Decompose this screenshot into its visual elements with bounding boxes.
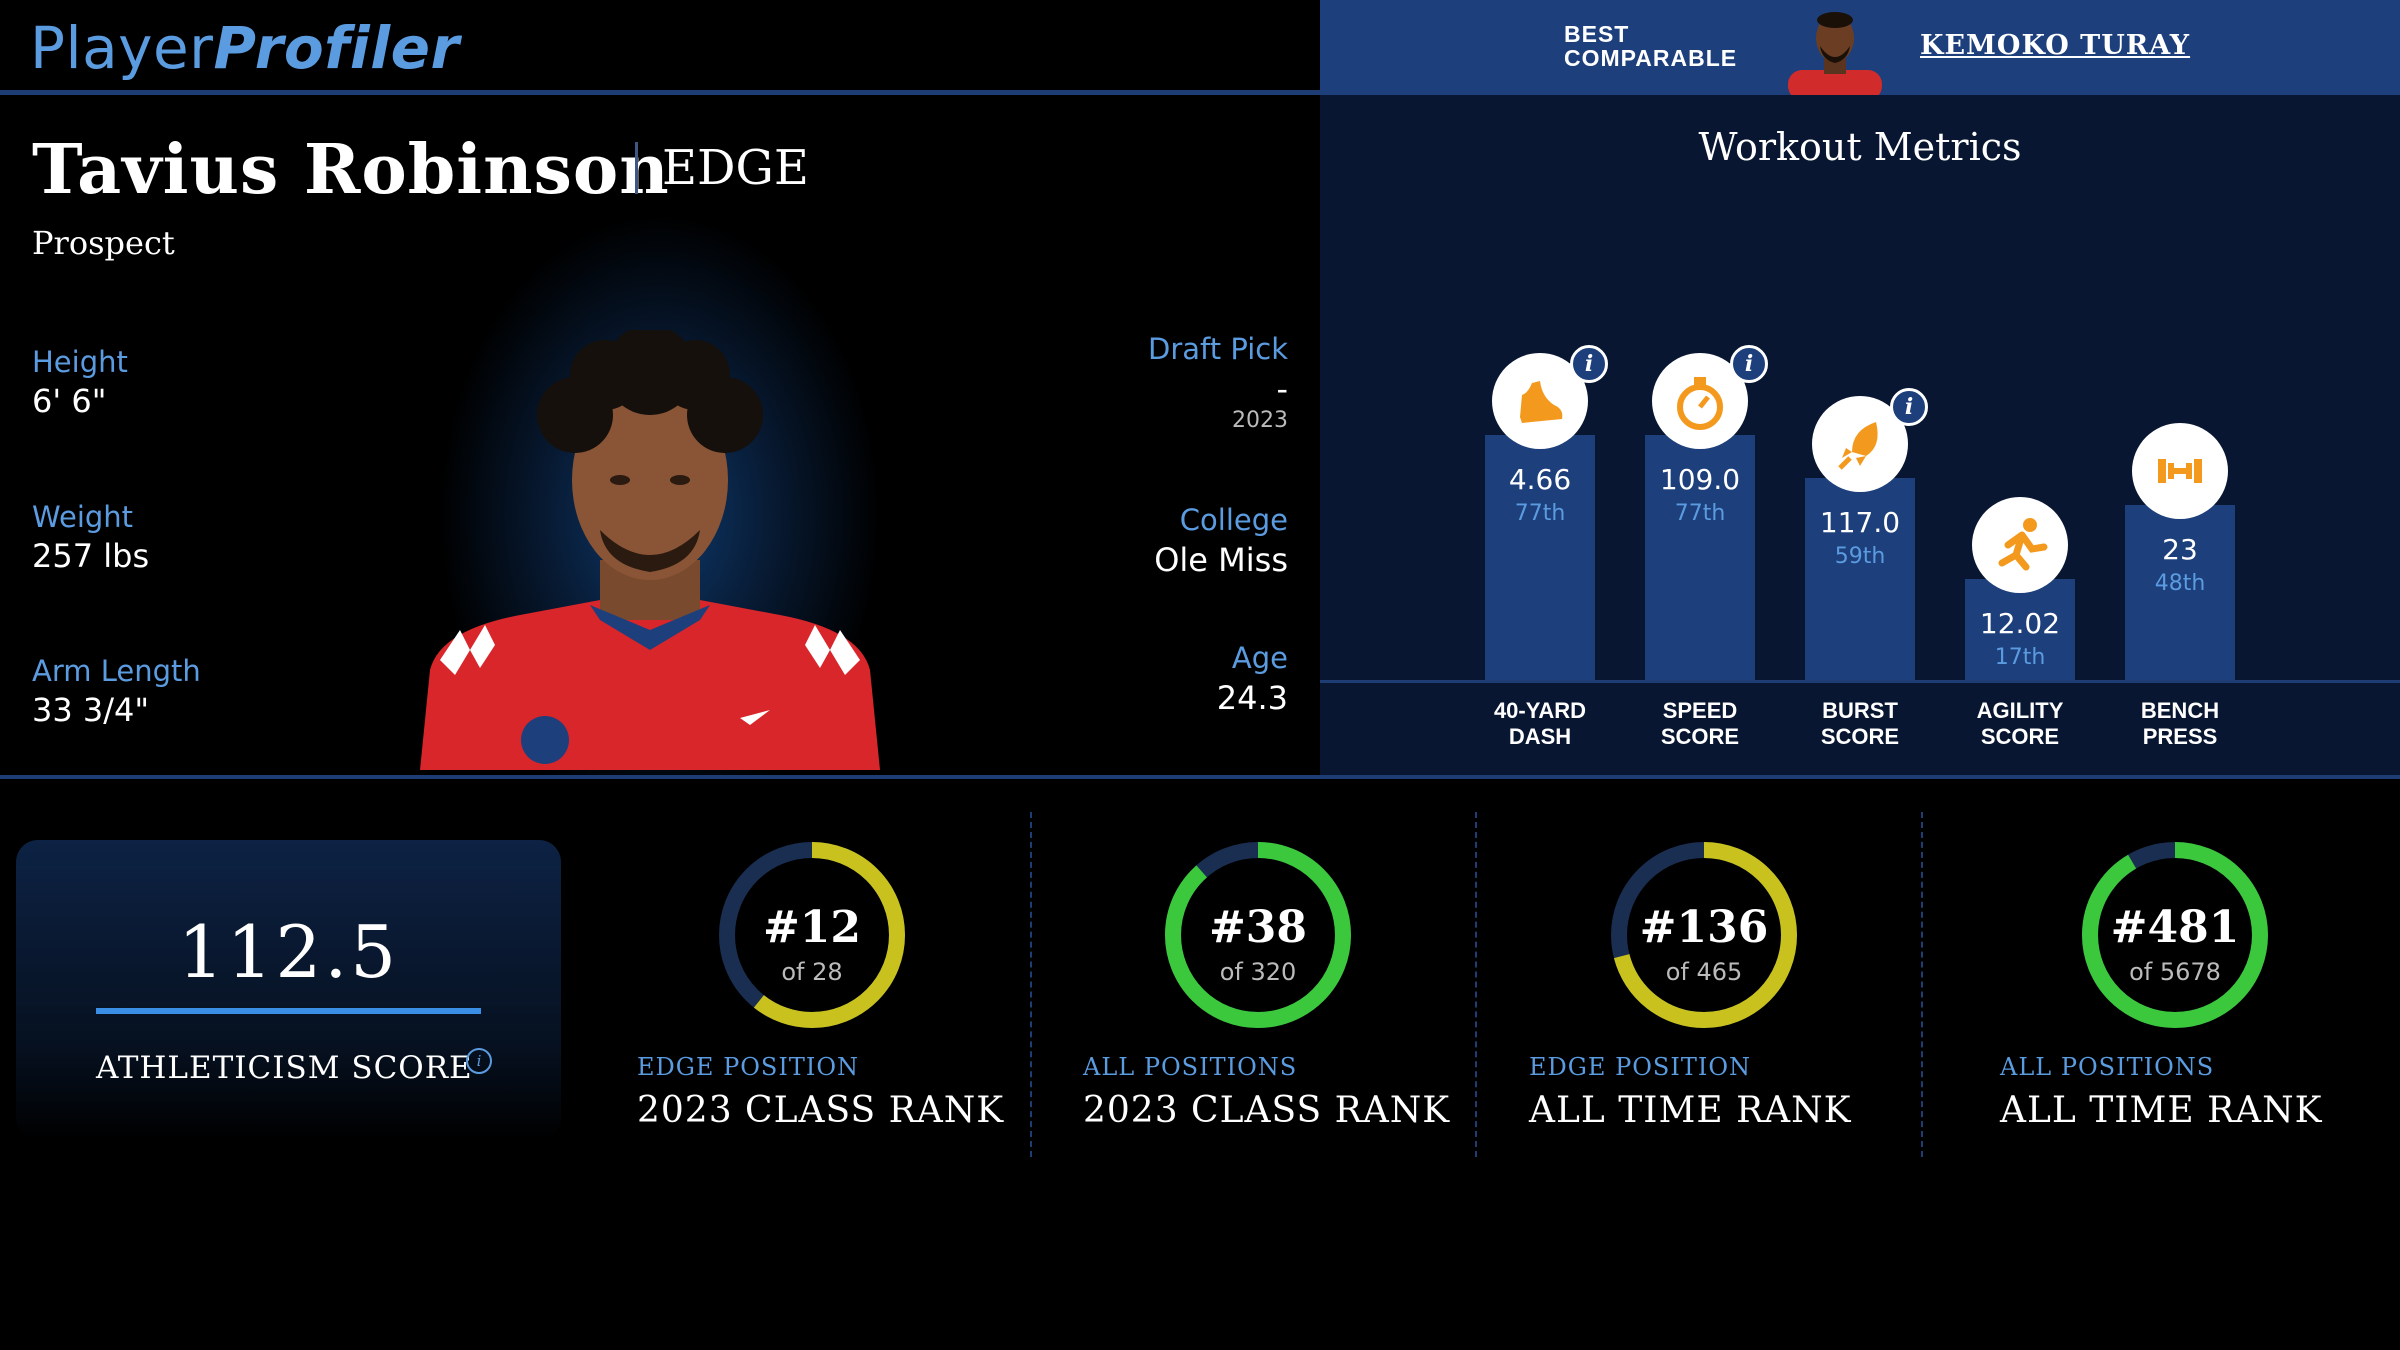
metric-value: 4.66 [1508, 463, 1572, 496]
metric-percentile: 77th [1674, 501, 1726, 526]
age-label: Age [1231, 641, 1288, 675]
player-position: EDGE [662, 140, 809, 196]
info-icon[interactable]: i [466, 1048, 492, 1074]
player-name: Tavius Robinson [32, 130, 670, 210]
metric-bar [1805, 478, 1915, 680]
metric-value: 12.02 [1979, 607, 2061, 640]
metric-bar [1645, 435, 1755, 680]
rocket-icon [1838, 422, 1878, 470]
metric-name: BURST SCORE [1820, 698, 1900, 749]
metric-name: AGILITY SCORE [1976, 698, 2064, 749]
rank-number: #481 [2110, 902, 2240, 953]
stopwatch-icon [1677, 377, 1723, 430]
rank-divider [1921, 812, 1923, 1157]
rank-title: 2023 CLASS RANK [637, 1090, 1005, 1131]
college-value: Ole Miss [1154, 541, 1288, 579]
info-icon[interactable]: i [1890, 388, 1928, 426]
rank-block: #481 of 5678 ALL POSITIONS ALL TIME RANK [2000, 840, 2400, 1140]
rank-number: #38 [1208, 902, 1308, 953]
metric-value: 117.0 [1819, 506, 1901, 539]
metric-icon-circle [2132, 423, 2228, 519]
chart-baseline [1320, 680, 2400, 683]
player-status: Prospect [32, 224, 175, 262]
header-divider [0, 90, 1320, 95]
athleticism-score-label: ATHLETICISM SCORE [96, 1050, 473, 1086]
metric-percentile: 77th [1514, 501, 1566, 526]
best-comparable-bar: BEST COMPARABLE KEMOKO TURAY [1320, 0, 2400, 95]
draft-pick-value: - [1276, 370, 1288, 408]
draft-year: 2023 [1232, 408, 1288, 433]
player-photo [400, 325, 900, 770]
metric-bar [2125, 505, 2235, 680]
draft-pick-label: Draft Pick [1148, 332, 1288, 366]
section-divider [0, 775, 2400, 779]
comparable-avatar[interactable] [1780, 8, 1890, 95]
info-icon[interactable]: i [1730, 345, 1768, 383]
rank-divider [1030, 812, 1032, 1157]
brand-part1: Player [30, 14, 214, 82]
brand-part2: Profiler [213, 14, 460, 82]
athleticism-score-underline [96, 1008, 481, 1014]
metric-bar [1965, 579, 2075, 680]
arm-length-label: Arm Length [32, 654, 201, 688]
rank-ring [1611, 842, 1797, 1028]
rank-number: #136 [1639, 902, 1769, 953]
rank-ring [719, 842, 905, 1028]
metric-icon-circle [1652, 353, 1748, 449]
rank-category: ALL POSITIONS [2000, 1053, 2215, 1081]
rank-number: #12 [762, 902, 862, 953]
rank-total: of 465 [1665, 958, 1743, 986]
rank-block: #136 of 465 EDGE POSITION ALL TIME RANK [1529, 840, 1929, 1140]
rank-total: of 28 [781, 958, 843, 986]
height-value: 6' 6" [32, 382, 107, 420]
running-shoe-icon [1520, 381, 1563, 423]
arm-length-value: 33 3/4" [32, 691, 150, 729]
athleticism-score-value: 112.5 [177, 910, 400, 994]
metric-bar [1485, 435, 1595, 680]
rank-category: ALL POSITIONS [1083, 1053, 1298, 1081]
metric-icon-circle [1972, 497, 2068, 593]
rank-title: 2023 CLASS RANK [1083, 1090, 1451, 1131]
college-label: College [1179, 503, 1288, 537]
rank-block: #38 of 320 ALL POSITIONS 2023 CLASS RANK [1083, 840, 1483, 1140]
best-comparable-line1: BEST [1564, 21, 1630, 47]
athleticism-card: 112.5 ATHLETICISM SCORE i [16, 840, 561, 1140]
rank-total: of 320 [1219, 958, 1297, 986]
age-value: 24.3 [1216, 679, 1288, 717]
metric-name: SPEED SCORE [1660, 698, 1740, 749]
rank-divider [1475, 812, 1477, 1157]
metric-percentile: 17th [1994, 645, 2046, 670]
metric-value: 109.0 [1659, 463, 1741, 496]
runner-icon [1998, 518, 2048, 571]
info-icon[interactable]: i [1570, 345, 1608, 383]
weight-value: 257 lbs [32, 537, 150, 575]
rank-title: ALL TIME RANK [1529, 1090, 1852, 1131]
brand-logo[interactable]: PlayerProfiler [30, 14, 460, 82]
rank-ring [1165, 842, 1351, 1028]
rank-ring [2082, 842, 2268, 1028]
workout-metrics-panel: Workout Metrics i 4.66 77th 40-YARD DASH … [1320, 95, 2400, 775]
metric-percentile: 59th [1834, 544, 1886, 569]
rank-category: EDGE POSITION [637, 1053, 859, 1081]
rank-category: EDGE POSITION [1529, 1053, 1751, 1081]
metric-name: 40-YARD DASH [1493, 698, 1587, 749]
metric-percentile: 48th [2154, 571, 2206, 596]
weight-label: Weight [32, 500, 134, 534]
rank-title: ALL TIME RANK [2000, 1090, 2323, 1131]
metric-name: BENCH PRESS [2140, 698, 2220, 749]
metric-value: 23 [2162, 533, 2198, 566]
name-position-divider [635, 142, 638, 194]
comparable-player-link[interactable]: KEMOKO TURAY [1920, 30, 2191, 61]
rank-total: of 5678 [2129, 958, 2221, 986]
height-label: Height [32, 345, 128, 379]
rank-block: #12 of 28 EDGE POSITION 2023 CLASS RANK [637, 840, 1037, 1140]
workout-metrics-title: Workout Metrics [1698, 125, 2022, 169]
dumbbell-icon [2158, 459, 2202, 483]
best-comparable-line2: COMPARABLE [1564, 45, 1738, 71]
best-comparable-label: BEST COMPARABLE [1564, 22, 1737, 70]
